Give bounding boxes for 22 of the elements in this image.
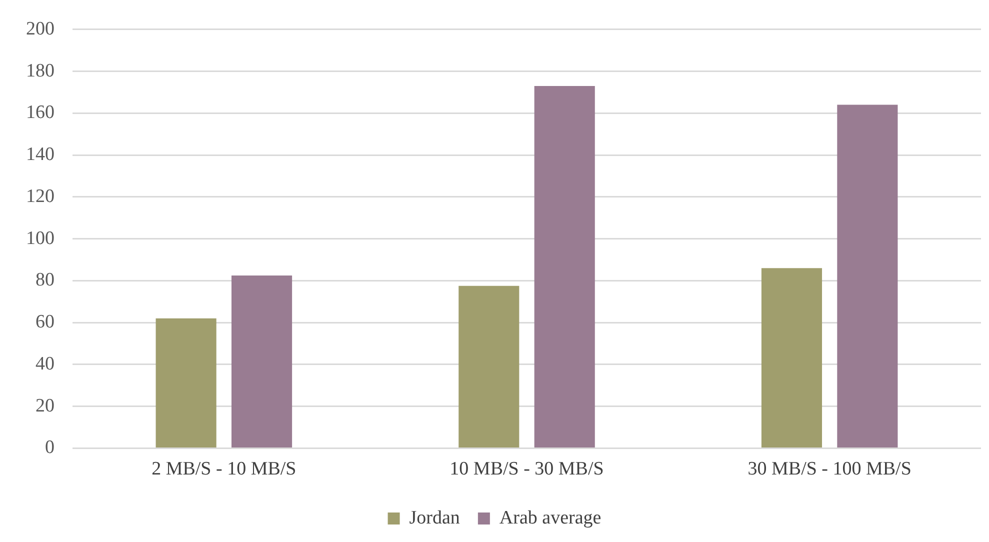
y-tick-label: 140 [26,144,54,166]
bar [837,104,898,448]
x-tick-label: 30 MB/S - 100 MB/S [748,458,912,480]
bar [534,86,595,448]
x-tick-label: 10 MB/S - 30 MB/S [450,458,604,480]
y-tick-label: 40 [36,353,54,374]
y-tick-label: 0 [45,437,54,458]
x-tick-label: 2 MB/S - 10 MB/S [152,458,296,480]
legend-label: Jordan [409,507,460,528]
y-tick-label: 60 [36,312,54,333]
y-tick-label: 180 [26,60,54,82]
bar [231,275,292,448]
legend-label: Arab average [499,507,602,528]
y-tick-label: 80 [36,270,54,291]
y-tick-label: 200 [26,18,54,40]
bar [761,268,822,448]
y-tick-label: 100 [26,228,54,249]
bar [156,318,216,448]
y-tick-label: 160 [26,102,54,124]
bar [458,286,520,448]
y-tick-label: 20 [36,395,54,416]
y-tick-label: 120 [26,186,54,207]
